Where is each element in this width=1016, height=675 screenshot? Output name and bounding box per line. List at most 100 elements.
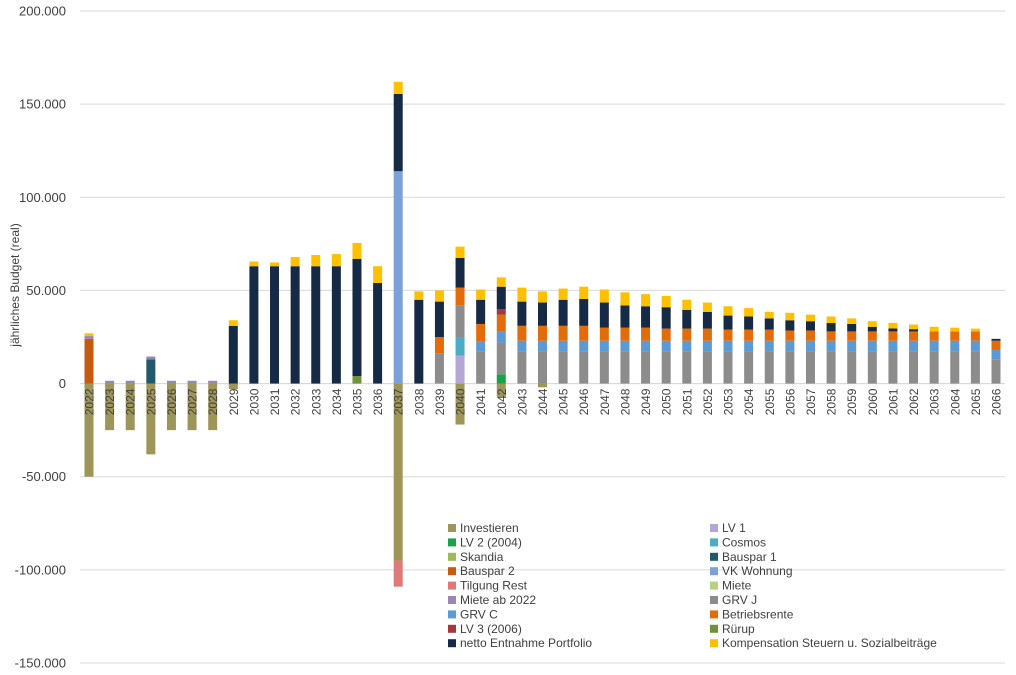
bar-betriebsrente-2040: [455, 287, 465, 306]
bar-netto-entnahme-portfolio-2044: [538, 302, 547, 326]
x-tick-label: 2023: [103, 388, 117, 415]
x-tick-label: 2059: [845, 388, 859, 415]
bar-kompensation-steuern-u-sozialbeitr-ge-2038: [414, 291, 424, 300]
bar-netto-entnahme-portfolio-2053: [723, 315, 733, 330]
bar-netto-entnahme-portfolio-2036: [373, 282, 383, 384]
bar-netto-entnahme-portfolio-2061: [888, 328, 898, 332]
legend-swatch-r-rup: [710, 624, 718, 633]
bar-kompensation-steuern-u-sozialbeitr-ge-2053: [723, 306, 733, 316]
bar-netto-entnahme-portfolio-2058: [826, 323, 836, 332]
bar-kompensation-steuern-u-sozialbeitr-ge-2048: [620, 292, 630, 306]
x-tick-label: 2035: [350, 388, 364, 415]
x-axis: 2022 2023 2024 2025 2026 2027 2028 2029 2030 2031…: [83, 388, 1004, 415]
bar-netto-entnahme-portfolio-2041: [476, 299, 486, 324]
bar-betriebsrente-2049: [641, 327, 651, 341]
x-tick-label: 2046: [577, 388, 591, 415]
bar-betriebsrente-2043: [517, 325, 527, 341]
bar-kompensation-steuern-u-sozialbeitr-ge-2057: [805, 314, 815, 322]
bar-betriebsrente-2039: [434, 337, 444, 354]
bar-kompensation-steuern-u-sozialbeitr-ge-2058: [826, 316, 836, 324]
bar-miete-ab-2022-2028: [208, 380, 218, 384]
y-tick-label: 100.000: [19, 190, 66, 205]
bar-grv-c-2047: [599, 340, 609, 352]
bar-netto-entnahme-portfolio-2050: [661, 307, 671, 329]
x-tick-label: 2038: [412, 388, 426, 415]
legend-swatch-betriebsrente: [710, 610, 718, 619]
bar-netto-entnahme-portfolio-2066: [991, 338, 1001, 341]
x-tick-label: 2061: [886, 388, 900, 415]
bar-grv-c-2041: [476, 341, 486, 352]
bar-netto-entnahme-portfolio-2040: [455, 257, 465, 288]
bar-kompensation-steuern-u-sozialbeitr-ge-2052: [702, 302, 712, 312]
legend-label-miete: Miete: [722, 579, 752, 593]
bar-netto-entnahme-portfolio-2043: [517, 301, 527, 326]
bar-kompensation-steuern-u-sozialbeitr-ge-2029: [228, 320, 238, 326]
bar-kompensation-steuern-u-sozialbeitr-ge-2047: [599, 289, 609, 303]
legend-swatch-grv-j: [710, 596, 718, 604]
bar-kompensation-steuern-u-sozialbeitr-ge-2031: [270, 262, 280, 267]
bar-grv-c-2062: [909, 340, 919, 352]
bar-grv-j-2059: [847, 351, 857, 384]
x-tick-label: 2066: [990, 388, 1004, 415]
legend-label-grv-j: GRV J: [722, 593, 757, 607]
legend-swatch-vk-wohnung: [710, 567, 718, 576]
bar-grv-j-2061: [888, 351, 898, 384]
x-tick-label: 2041: [474, 388, 488, 415]
legend-label-kompensation-steuern-u-sozialbeitr-ge: Kompensation Steuern u. Sozialbeiträge: [722, 636, 937, 650]
bar-betriebsrente-2041: [476, 323, 486, 342]
bar-grv-j-2054: [744, 351, 754, 384]
bar-kompensation-steuern-u-sozialbeitr-ge-2043: [517, 287, 527, 302]
bar-netto-entnahme-portfolio-2033: [311, 266, 321, 384]
bar-kompensation-steuern-u-sozialbeitr-ge-2037: [393, 81, 403, 94]
bar-grv-j-2041: [476, 351, 486, 384]
bar-betriebsrente-2047: [599, 327, 609, 341]
x-tick-label: 2033: [309, 388, 323, 415]
bar-betriebsrente-2064: [950, 331, 960, 341]
x-tick-label: 2055: [763, 388, 777, 415]
bar-grv-j-2045: [558, 351, 568, 384]
legend-swatch-lv-3-2006: [448, 624, 456, 633]
bar-kompensation-steuern-u-sozialbeitr-ge-2060: [867, 321, 877, 327]
bar-kompensation-steuern-u-sozialbeitr-ge-2055: [764, 311, 774, 319]
legend-swatch-cosmos: [710, 538, 718, 547]
legend-label-skandia: Skandia: [460, 550, 504, 564]
bar-betriebsrente-2061: [888, 331, 898, 341]
x-tick-label: 2054: [742, 388, 756, 415]
bar-netto-entnahme-portfolio-2031: [270, 266, 280, 384]
x-tick-label: 2058: [825, 388, 839, 415]
bar-grv-j-2044: [538, 351, 547, 384]
legend-swatch-bauspar-2: [448, 567, 456, 576]
legend-swatch-lv-2-2004: [448, 538, 456, 547]
bar-bauspar-2-2022: [84, 338, 94, 384]
bar-kompensation-steuern-u-sozialbeitr-ge-2051: [682, 299, 692, 310]
x-tick-label: 2032: [289, 388, 303, 415]
bars: [84, 81, 1001, 587]
bar-grv-c-2058: [826, 340, 836, 352]
bar-tilgung-rest-2037: [393, 560, 403, 587]
bar-netto-entnahme-portfolio-2035: [352, 258, 362, 377]
x-tick-label: 2049: [639, 388, 653, 415]
bar-netto-entnahme-portfolio-2051: [682, 309, 692, 329]
bar-netto-entnahme-portfolio-2060: [867, 326, 877, 332]
bar-betriebsrente-2060: [867, 331, 877, 341]
y-tick-label: -150.000: [15, 656, 66, 671]
bar-netto-entnahme-portfolio-2029: [228, 325, 238, 384]
bar-betriebsrente-2048: [620, 327, 630, 341]
bar-netto-entnahme-portfolio-2030: [249, 266, 259, 384]
bar-cosmos-2040: [455, 337, 465, 356]
bar-grv-c-2059: [847, 340, 857, 352]
legend-label-netto-entnahme-portfolio: netto Entnahme Portfolio: [460, 636, 592, 650]
bar-netto-entnahme-portfolio-2034: [331, 266, 341, 384]
bar-netto-entnahme-portfolio-2057: [805, 321, 815, 331]
x-tick-label: 2022: [83, 388, 97, 415]
x-tick-label: 2025: [144, 388, 158, 415]
bar-netto-entnahme-portfolio-2042: [496, 286, 506, 310]
bar-kompensation-steuern-u-sozialbeitr-ge-2036: [373, 266, 383, 283]
x-tick-label: 2034: [330, 388, 344, 415]
bar-grv-c-2063: [929, 340, 939, 352]
bar-grv-c-2049: [641, 340, 651, 352]
bar-grv-j-2058: [826, 351, 836, 384]
bar-grv-j-2062: [909, 351, 919, 384]
bar-investieren-2028: [208, 383, 218, 431]
